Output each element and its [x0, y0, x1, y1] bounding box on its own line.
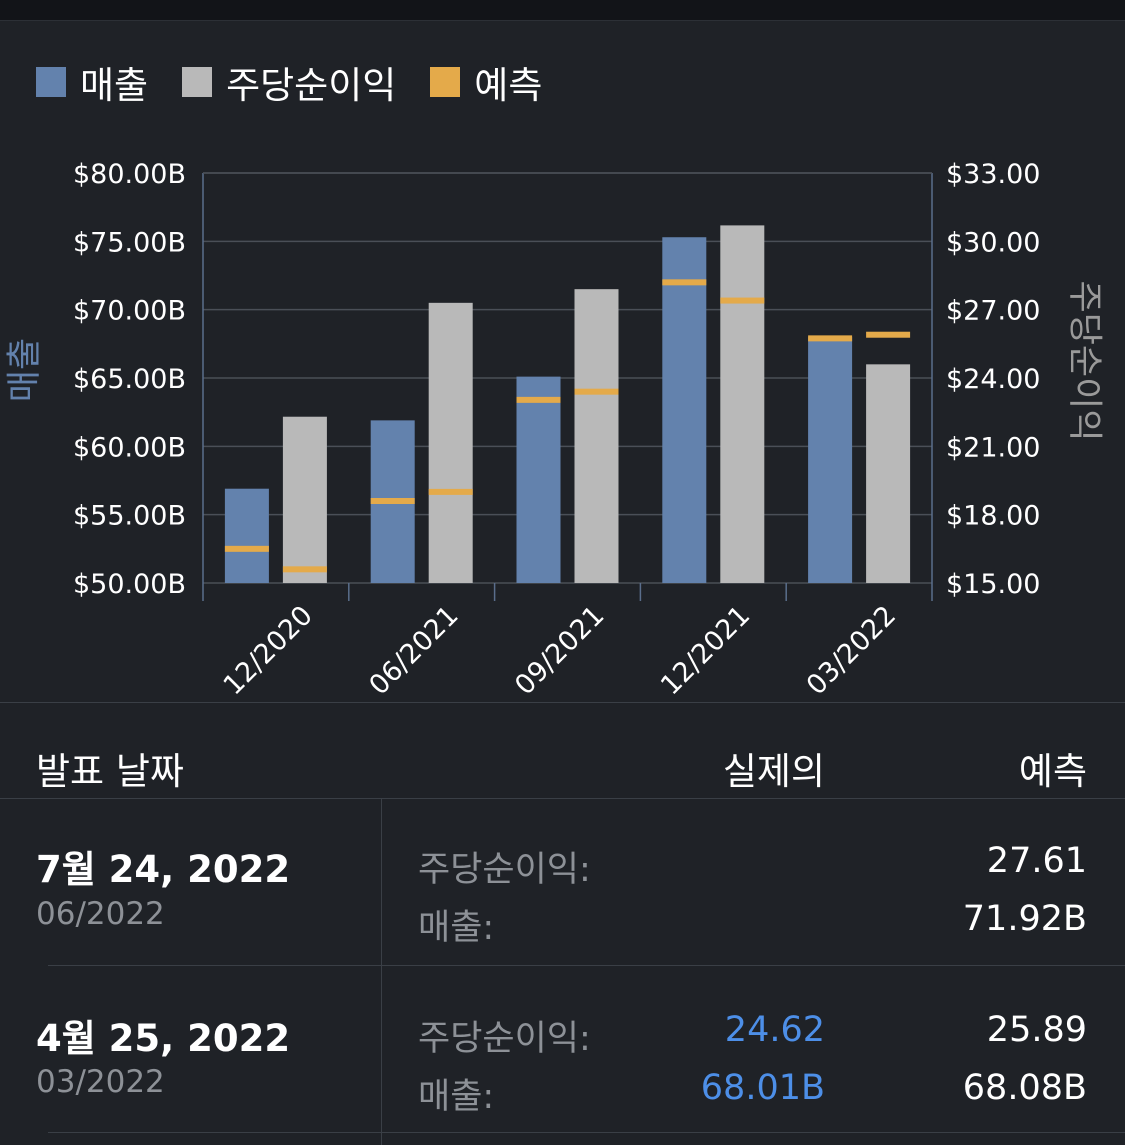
eps-label: 주당순이익:: [418, 850, 591, 890]
column-separator: [381, 798, 382, 1145]
revenue-estimate: 68.08B: [962, 1068, 1087, 1108]
eps-bar: [282, 416, 327, 583]
revenue-estimate-marker: [370, 498, 415, 504]
legend-label-revenue: 매출: [80, 64, 149, 107]
eps-label: 주당순이익:: [418, 1019, 591, 1059]
eps-estimate-marker: [720, 297, 765, 304]
top-bar: [0, 0, 1125, 21]
x-tick-label: 12/2021: [655, 600, 756, 700]
header-divider: [0, 798, 1125, 799]
x-tick-label: 12/2020: [218, 600, 319, 700]
revenue-estimate-marker: [662, 279, 707, 286]
eps-actual: 24.62: [724, 1010, 825, 1050]
y-tick-left: $60.00B: [73, 432, 186, 463]
legend-label-eps: 주당순이익: [226, 64, 397, 107]
revenue-label: 매출:: [418, 908, 495, 948]
x-tick-label: 09/2021: [509, 600, 610, 700]
y-axis-title-left: 매출: [5, 338, 45, 402]
y-tick-left: $80.00B: [73, 159, 186, 190]
y-tick-right: $30.00: [946, 227, 1040, 258]
earnings-chart: $80.00B $75.00B $70.00B $65.00B $60.00B $55.0…: [5, 159, 1104, 700]
eps-estimate-marker: [428, 488, 473, 495]
row-period: 06/2022: [36, 896, 165, 932]
row-divider: [48, 1132, 1125, 1133]
legend-item-revenue[interactable]: 매출: [36, 55, 148, 109]
revenue-bar: [516, 376, 561, 583]
table-row[interactable]: 7월 24, 2022 06/2022 주당순이익: 매출: 27.61 71.…: [0, 799, 1125, 965]
revenue-estimate-marker: [224, 545, 269, 552]
chart-table-divider: [0, 702, 1125, 703]
revenue-actual: 68.01B: [700, 1068, 825, 1108]
y-tick-right: $24.00: [946, 364, 1040, 395]
revenue-label: 매출:: [418, 1077, 495, 1117]
revenue-estimate-marker: [516, 396, 561, 403]
header-date: 발표 날짜: [36, 750, 184, 793]
revenue-estimate-marker: [808, 335, 853, 342]
revenue-estimate: 71.92B: [962, 899, 1087, 939]
header-actual: 실제의: [722, 750, 825, 793]
y-tick-right: $27.00: [946, 296, 1040, 327]
revenue-bar: [662, 237, 707, 583]
legend-swatch-estimate: [430, 67, 461, 97]
y-tick-right: $18.00: [946, 501, 1040, 532]
y-tick-left: $65.00B: [73, 364, 186, 395]
y-axis-title-right: 주당순이익: [1064, 280, 1104, 441]
y-tick-right: $15.00: [946, 569, 1040, 600]
eps-bar: [720, 225, 765, 583]
eps-estimate-marker: [574, 388, 619, 395]
y-tick-left: $70.00B: [73, 296, 186, 327]
legend-item-estimate[interactable]: 예측: [430, 55, 542, 109]
y-tick-left: $75.00B: [73, 227, 186, 258]
legend-swatch-eps: [182, 67, 213, 97]
y-tick-right: $21.00: [946, 432, 1040, 463]
eps-bar: [428, 302, 473, 583]
legend-item-eps[interactable]: 주당순이익: [182, 55, 396, 109]
row-date: 4월 25, 2022: [36, 1017, 291, 1060]
revenue-bar: [808, 337, 853, 583]
y-tick-left: $55.00B: [73, 501, 186, 532]
y-tick-right: $33.00: [946, 159, 1040, 190]
revenue-bar: [224, 488, 269, 583]
header-estimate: 예측: [1018, 750, 1087, 793]
eps-estimate: 25.89: [986, 1010, 1087, 1050]
row-date: 7월 24, 2022: [36, 848, 291, 891]
x-tick-label: 06/2021: [363, 600, 464, 700]
chart-legend: 매출 주당순이익 예측: [36, 55, 576, 109]
y-tick-left: $50.00B: [73, 569, 186, 600]
table-row[interactable]: 4월 25, 2022 03/2022 주당순이익: 매출: 24.62 68.…: [0, 966, 1125, 1145]
table-header: 발표 날짜 실제의 예측: [0, 735, 1125, 795]
row-period: 03/2022: [36, 1064, 165, 1100]
row-divider: [48, 965, 1125, 966]
eps-estimate: 27.61: [986, 841, 1087, 881]
eps-estimate-marker: [866, 331, 911, 338]
legend-swatch-revenue: [36, 67, 66, 97]
legend-label-estimate: 예측: [474, 64, 543, 107]
eps-bar: [574, 289, 619, 583]
x-tick-label: 03/2022: [801, 600, 902, 700]
eps-estimate-marker: [282, 566, 327, 573]
eps-bar: [866, 364, 911, 583]
